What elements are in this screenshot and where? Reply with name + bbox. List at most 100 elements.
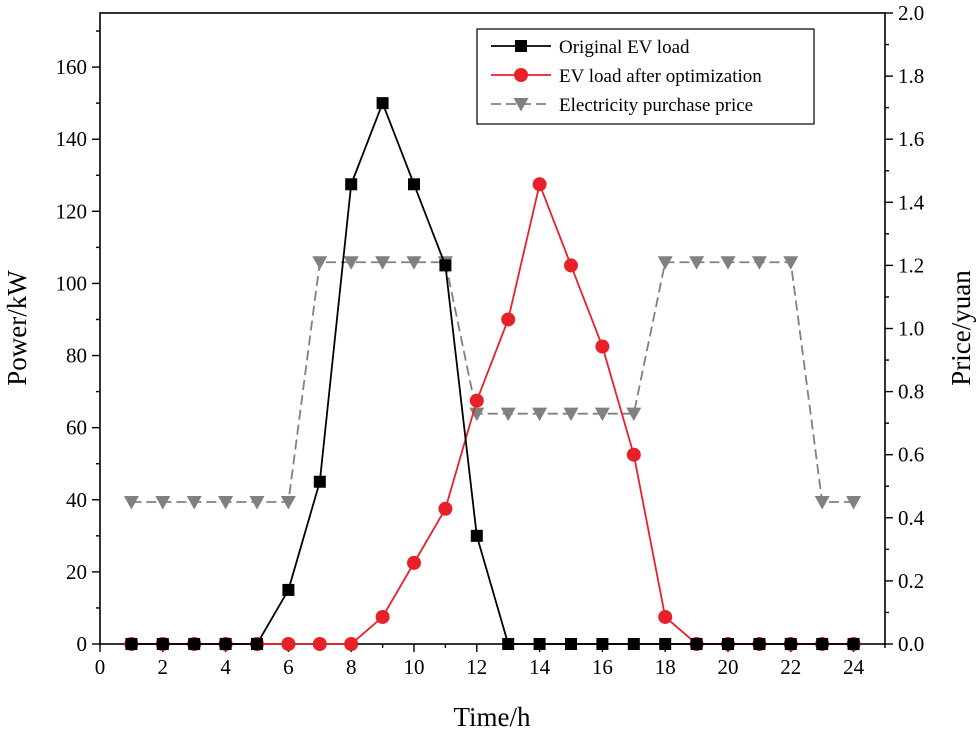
y-right-tick-label: 1.0 (898, 317, 924, 341)
data-point (501, 312, 516, 327)
data-point (563, 407, 579, 422)
data-point (658, 609, 673, 624)
y-right-tick-label: 1.6 (898, 127, 924, 151)
data-point (438, 501, 453, 516)
data-point (376, 97, 389, 110)
data-point (407, 555, 421, 570)
legend-entry: Electricity purchase price (491, 95, 753, 116)
right-axis-title: Price/yuan (946, 270, 976, 386)
data-point (565, 638, 577, 650)
data-point (156, 638, 169, 650)
data-point (502, 638, 515, 650)
data-point (470, 529, 483, 542)
legend-marker (515, 40, 527, 52)
x-tick-label: 18 (655, 655, 676, 679)
y-right-tick-label: 1.2 (898, 253, 924, 277)
x-tick-label: 16 (592, 655, 613, 679)
x-tick-label: 6 (283, 655, 294, 679)
data-point (533, 638, 546, 650)
data-point (188, 638, 201, 650)
y-left-tick-label: 80 (66, 344, 87, 368)
data-point (186, 496, 202, 510)
x-tick-label: 10 (404, 655, 425, 679)
series-triangle-down (123, 256, 862, 510)
data-point (218, 496, 234, 510)
data-point (784, 638, 797, 650)
legend-box (476, 28, 815, 125)
data-point (281, 637, 296, 651)
data-point (783, 256, 799, 270)
data-point (532, 407, 548, 422)
data-point (847, 638, 860, 650)
data-point (753, 638, 766, 650)
y-left-tick-label: 120 (56, 199, 88, 223)
x-axis-title: Time/h (453, 702, 531, 732)
x-tick-label: 2 (158, 655, 169, 679)
data-point (375, 256, 391, 270)
y-left-tick-label: 0 (77, 632, 88, 656)
data-point (596, 638, 609, 650)
data-point (313, 475, 326, 488)
y-right-tick-label: 0.6 (898, 443, 924, 467)
x-tick-label: 22 (780, 655, 801, 679)
data-point (816, 638, 829, 650)
x-tick-label: 24 (843, 655, 865, 679)
y-right-tick-label: 1.8 (898, 64, 924, 88)
data-point (595, 339, 610, 354)
data-point (751, 256, 767, 270)
legend: Original EV load EV load after optimizati… (476, 28, 815, 125)
data-point (155, 496, 171, 510)
data-point (500, 407, 516, 422)
data-point (345, 178, 358, 191)
data-point (249, 496, 265, 510)
data-point (846, 496, 862, 510)
legend-entry: EV load after optimization (491, 66, 762, 87)
legend-marker (514, 68, 528, 82)
x-tick-label: 8 (346, 655, 357, 679)
y-right-tick-label: 1.4 (898, 190, 925, 214)
data-point (627, 638, 640, 650)
x-tick-label: 0 (95, 655, 106, 679)
data-point (280, 496, 296, 510)
data-point (626, 407, 642, 422)
data-point (659, 638, 672, 650)
tick-labels: 0 2 4 6 8 10 12 14 16 18 20 22 240204060801001201401… (56, 1, 925, 679)
series-line (131, 261, 854, 503)
x-tick-label: 12 (466, 655, 487, 679)
y-left-tick-label: 20 (66, 560, 87, 584)
data-point (344, 637, 359, 651)
data-point (469, 393, 484, 408)
y-left-tick-label: 40 (66, 488, 87, 512)
y-left-tick-label: 60 (66, 416, 87, 440)
data-point (406, 256, 422, 270)
data-point (532, 177, 547, 192)
legend-label: Electricity purchase price (559, 95, 753, 116)
data-point (219, 638, 232, 650)
data-point (657, 256, 673, 270)
y-left-tick-label: 140 (56, 127, 88, 151)
data-point (312, 637, 327, 651)
data-point (626, 447, 641, 462)
legend-marker (513, 98, 529, 112)
y-right-tick-label: 0.0 (898, 632, 924, 656)
left-axis-title: Power/kW (2, 270, 32, 386)
data-point (282, 583, 295, 596)
data-point (125, 638, 138, 650)
y-right-tick-label: 2.0 (898, 1, 924, 25)
data-point (439, 259, 452, 272)
data-point (722, 638, 734, 650)
legend-label: EV load after optimization (559, 66, 762, 87)
y-right-tick-label: 0.8 (898, 380, 924, 404)
series-layer (123, 97, 862, 651)
data-point (312, 256, 328, 270)
data-point (408, 178, 420, 191)
legend-label: Original EV load (559, 37, 690, 58)
data-point (123, 496, 139, 510)
x-tick-label: 4 (220, 655, 231, 679)
data-point (594, 407, 610, 422)
data-point (720, 256, 736, 270)
x-tick-label: 20 (718, 655, 739, 679)
data-point (251, 638, 263, 650)
data-point (689, 256, 705, 270)
